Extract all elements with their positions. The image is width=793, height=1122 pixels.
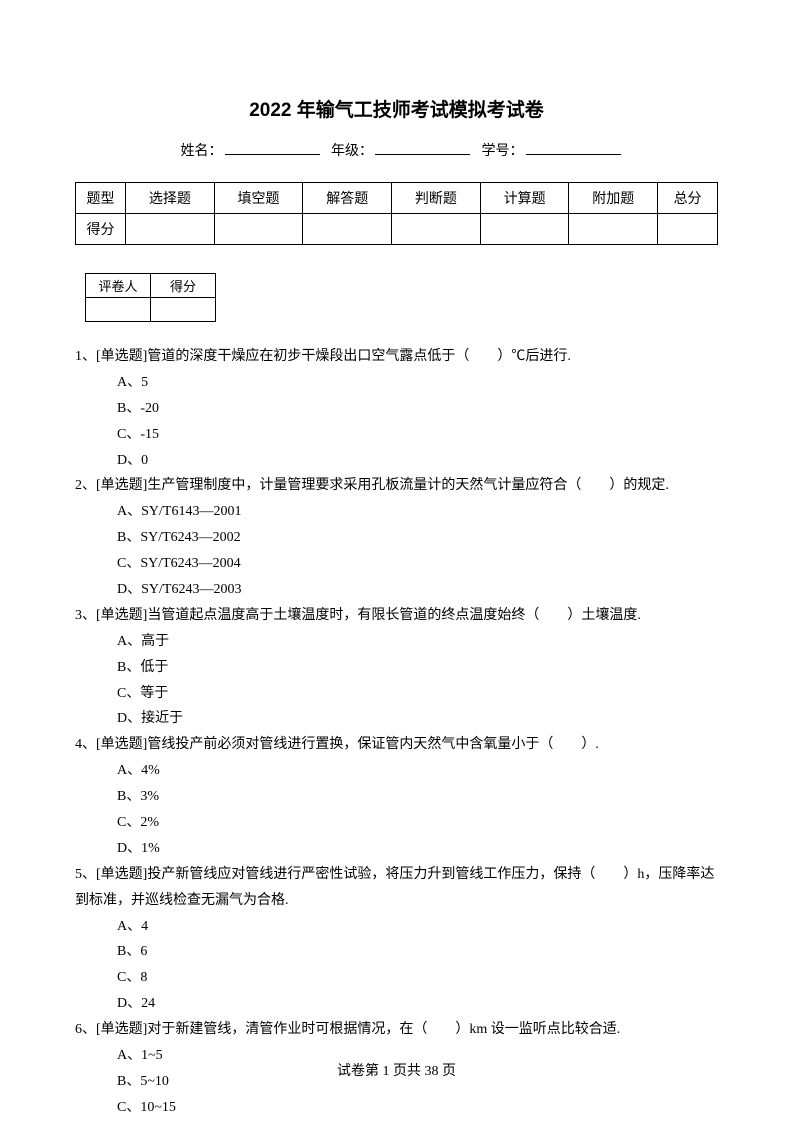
option-c[interactable]: C、-15 xyxy=(117,422,718,448)
option-a[interactable]: A、高于 xyxy=(117,629,718,655)
questions-region: 1、[单选题]管道的深度干燥应在初步干燥段出口空气露点低于（ ）℃后进行. A、… xyxy=(75,344,718,1121)
score-cell[interactable] xyxy=(569,214,658,245)
col-header: 附加题 xyxy=(569,183,658,214)
options-list: A、4 B、6 C、8 D、24 xyxy=(75,914,718,1018)
grader-cell[interactable] xyxy=(86,298,151,322)
question-stem: 1、[单选题]管道的深度干燥应在初步干燥段出口空气露点低于（ ）℃后进行. xyxy=(75,344,718,370)
option-a[interactable]: A、4 xyxy=(117,914,718,940)
score-table: 题型 选择题 填空题 解答题 判断题 计算题 附加题 总分 得分 xyxy=(75,182,718,245)
grader-score-label: 得分 xyxy=(151,274,216,298)
name-blank[interactable] xyxy=(225,141,320,155)
score-cell[interactable] xyxy=(658,214,718,245)
question-stem: 2、[单选题]生产管理制度中，计量管理要求采用孔板流量计的天然气计量应符合（ ）… xyxy=(75,473,718,499)
page-footer: 试卷第 1 页共 38 页 xyxy=(0,1060,793,1080)
row-label: 题型 xyxy=(76,183,126,214)
grader-score-cell[interactable] xyxy=(151,298,216,322)
grade-label: 年级： xyxy=(331,144,373,159)
options-list: A、SY/T6143—2001 B、SY/T6243—2002 C、SY/T62… xyxy=(75,499,718,603)
grader-table: 评卷人 得分 xyxy=(85,273,216,322)
option-c[interactable]: C、2% xyxy=(117,810,718,836)
question-stem: 4、[单选题]管线投产前必须对管线进行置换，保证管内天然气中含氧量小于（ ）. xyxy=(75,732,718,758)
question-3: 3、[单选题]当管道起点温度高于土壤温度时，有限长管道的终点温度始终（ ）土壤温… xyxy=(75,603,718,732)
option-a[interactable]: A、4% xyxy=(117,758,718,784)
question-5: 5、[单选题]投产新管线应对管线进行严密性试验，将压力升到管线工作压力，保持（ … xyxy=(75,862,718,1017)
grade-blank[interactable] xyxy=(375,141,470,155)
option-b[interactable]: B、3% xyxy=(117,784,718,810)
student-info-line: 姓名： 年级： 学号： xyxy=(75,140,718,160)
col-header: 计算题 xyxy=(480,183,569,214)
option-d[interactable]: D、24 xyxy=(117,991,718,1017)
option-c[interactable]: C、SY/T6243—2004 xyxy=(117,551,718,577)
question-1: 1、[单选题]管道的深度干燥应在初步干燥段出口空气露点低于（ ）℃后进行. A、… xyxy=(75,344,718,473)
table-row: 得分 xyxy=(76,214,718,245)
question-stem: 3、[单选题]当管道起点温度高于土壤温度时，有限长管道的终点温度始终（ ）土壤温… xyxy=(75,603,718,629)
option-d[interactable]: D、1% xyxy=(117,836,718,862)
option-a[interactable]: A、5 xyxy=(117,370,718,396)
score-cell[interactable] xyxy=(392,214,481,245)
option-d[interactable]: D、0 xyxy=(117,448,718,474)
page-title: 2022 年输气工技师考试模拟考试卷 xyxy=(75,95,718,122)
table-row: 评卷人 得分 xyxy=(86,274,216,298)
options-list: A、5 B、-20 C、-15 D、0 xyxy=(75,370,718,474)
options-list: A、1~5 B、5~10 C、10~15 xyxy=(75,1043,718,1121)
question-stem: 6、[单选题]对于新建管线，清管作业时可根据情况，在（ ）km 设一监听点比较合… xyxy=(75,1017,718,1043)
col-header: 填空题 xyxy=(214,183,303,214)
table-row xyxy=(86,298,216,322)
col-header: 解答题 xyxy=(303,183,392,214)
option-c[interactable]: C、10~15 xyxy=(117,1095,718,1121)
question-stem: 5、[单选题]投产新管线应对管线进行严密性试验，将压力升到管线工作压力，保持（ … xyxy=(75,862,718,914)
options-list: A、4% B、3% C、2% D、1% xyxy=(75,758,718,862)
score-cell[interactable] xyxy=(303,214,392,245)
option-b[interactable]: B、6 xyxy=(117,939,718,965)
grader-label: 评卷人 xyxy=(86,274,151,298)
score-cell[interactable] xyxy=(214,214,303,245)
option-a[interactable]: A、SY/T6143—2001 xyxy=(117,499,718,525)
table-row: 题型 选择题 填空题 解答题 判断题 计算题 附加题 总分 xyxy=(76,183,718,214)
option-d[interactable]: D、接近于 xyxy=(117,706,718,732)
option-c[interactable]: C、等于 xyxy=(117,681,718,707)
col-header: 选择题 xyxy=(126,183,215,214)
score-cell[interactable] xyxy=(480,214,569,245)
id-label: 学号： xyxy=(482,144,524,159)
score-cell[interactable] xyxy=(126,214,215,245)
row-label: 得分 xyxy=(76,214,126,245)
option-c[interactable]: C、8 xyxy=(117,965,718,991)
col-header: 总分 xyxy=(658,183,718,214)
option-b[interactable]: B、SY/T6243—2002 xyxy=(117,525,718,551)
option-b[interactable]: B、-20 xyxy=(117,396,718,422)
question-2: 2、[单选题]生产管理制度中，计量管理要求采用孔板流量计的天然气计量应符合（ ）… xyxy=(75,473,718,602)
options-list: A、高于 B、低于 C、等于 D、接近于 xyxy=(75,629,718,733)
option-b[interactable]: B、低于 xyxy=(117,655,718,681)
option-d[interactable]: D、SY/T6243—2003 xyxy=(117,577,718,603)
col-header: 判断题 xyxy=(392,183,481,214)
name-label: 姓名： xyxy=(181,144,223,159)
question-4: 4、[单选题]管线投产前必须对管线进行置换，保证管内天然气中含氧量小于（ ）. … xyxy=(75,732,718,861)
id-blank[interactable] xyxy=(526,141,621,155)
